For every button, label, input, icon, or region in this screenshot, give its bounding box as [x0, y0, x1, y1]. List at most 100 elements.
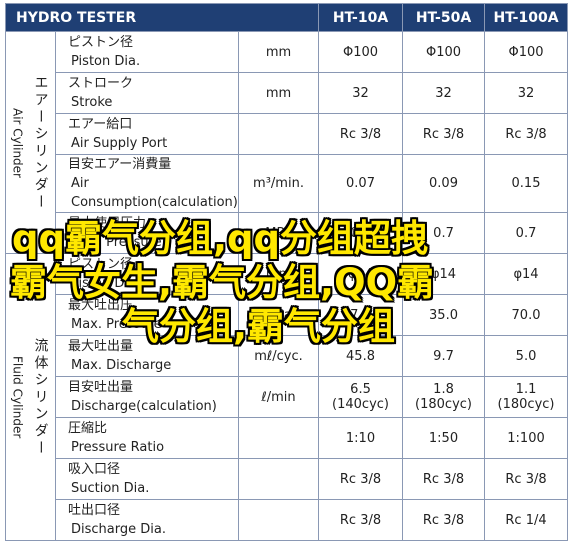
value-cell: 1.8 (180cyc)	[402, 376, 486, 418]
item-ja: 最大使用圧力	[68, 216, 147, 231]
table-row: 吐出口径 Discharge Dia. Rc 3/8 Rc 3/8 Rc 1/4	[6, 499, 569, 541]
value: Φ100	[342, 44, 379, 60]
item-label: 圧縮比 Pressure Ratio	[55, 417, 239, 459]
item-label: ストローク Stroke	[55, 72, 239, 114]
value: Φ100	[425, 44, 462, 60]
value-cell: Rc 1/4	[484, 499, 569, 541]
value: Φ100	[508, 44, 544, 60]
unit: MPa	[265, 225, 292, 241]
value: Rc 3/8	[422, 126, 465, 142]
value-cell: 0.15	[484, 154, 569, 213]
table-row: 吸入口径 Suction Dia. Rc 3/8 Rc 3/8 Rc 3/8	[6, 458, 569, 500]
item-en: Max. Pressure	[71, 317, 162, 332]
value: 9.7	[433, 348, 454, 364]
group-ja: 流体シリンダー	[32, 337, 49, 457]
value-cell: Φ100	[402, 31, 486, 73]
value: 1:50	[428, 430, 459, 446]
value: Rc 1/4	[505, 512, 547, 528]
value-cell: 0.7	[318, 212, 404, 254]
value: 32	[517, 85, 535, 101]
header-cell: HYDRO TESTER	[4, 3, 320, 32]
value-cell: 0.07	[318, 154, 404, 213]
unit-cell	[237, 113, 320, 155]
item-label: 吐出口径 Discharge Dia.	[55, 499, 239, 541]
value: Rc 3/8	[505, 126, 547, 142]
value: 1:10	[345, 430, 376, 446]
table-row: Fluid Cylinder 流体シリンダー ピストン径 Piston Dia. mm φ…	[5, 253, 569, 541]
unit: MPa	[265, 307, 292, 323]
item-ja: 最大吐出圧	[68, 298, 134, 313]
value-cell: 5.0	[484, 335, 569, 377]
item-en: Discharge Dia.	[71, 522, 166, 537]
item-label: エアー給口 Air Supply Port	[55, 113, 239, 155]
item-en: Stroke	[71, 95, 113, 110]
unit: mℓ/cyc.	[254, 348, 303, 364]
item-en: Pressure Ratio	[71, 440, 165, 455]
table-body: Air Cylinder エアーシリンダー ピストン径 Piston Dia. mm Φ1…	[5, 31, 569, 541]
value: 0.7	[515, 225, 537, 241]
header-cell: HT-100A	[484, 3, 569, 32]
value: 0.15	[511, 176, 541, 191]
value: 32	[352, 85, 369, 101]
value-line: (180cyc)	[415, 397, 472, 412]
value: Rc 3/8	[422, 512, 465, 528]
group-en: Air Cylinder	[10, 107, 25, 178]
item-ja: 吸入口径	[68, 462, 121, 477]
table-row: エアー給口 Air Supply Port Rc 3/8 Rc 3/8 Rc 3/8	[6, 113, 569, 155]
value: 0.07	[346, 176, 375, 191]
value: Rc 3/8	[339, 126, 382, 142]
value-cell: Rc 3/8	[402, 458, 486, 500]
unit-cell: mm	[237, 72, 320, 114]
table-row: Air Cylinder エアーシリンダー ピストン径 Piston Dia. mm Φ1…	[5, 31, 569, 254]
item-label: 吸入口径 Suction Dia.	[55, 458, 239, 500]
value-cell: 9.7	[402, 335, 486, 377]
value-line: 1.1	[515, 382, 537, 397]
value: 70.0	[511, 307, 541, 323]
value-line: (180cyc)	[497, 397, 555, 412]
table-row: 目安エアー消費量 Air Consumption(calculation) m³/m…	[6, 154, 569, 213]
group-cell: Air Cylinder エアーシリンダー	[5, 31, 56, 254]
item-ja: 目安エアー消費量	[68, 157, 172, 172]
group-label: Fluid Cylinder 流体シリンダー	[6, 254, 55, 540]
overlay-text: 霸气女生,霸气分组,QQ霸	[10, 261, 435, 304]
value-cell: Rc 3/8	[484, 113, 569, 155]
unit: mm	[265, 266, 292, 282]
unit-cell: mm	[237, 31, 320, 73]
header-cell: HT-50A	[402, 3, 486, 32]
value: 35.0	[429, 307, 458, 323]
item-ja: ストローク	[68, 76, 134, 91]
value-cell: 70.0	[484, 294, 569, 336]
unit-cell	[237, 499, 320, 541]
value: φ14	[513, 266, 539, 282]
item-en: Max. Pressure	[71, 235, 162, 250]
unit: mm	[265, 44, 292, 60]
value: 5.0	[515, 348, 537, 364]
unit-cell: mm	[237, 253, 320, 295]
item-label: 目安吐出量 Discharge(calculation)	[55, 376, 239, 418]
header-row: HYDRO TESTER HT-10A HT-50A HT-100A	[4, 3, 569, 32]
value-cell: 1:50	[402, 417, 486, 459]
unit: ℓ/min	[261, 389, 296, 405]
unit-cell: ℓ/min	[237, 376, 320, 418]
item-label: 目安エアー消費量 Air Consumption(calculation)	[55, 154, 239, 213]
value-cell: 35.0	[402, 294, 486, 336]
value-cell: 6.5 (140cyc)	[318, 376, 404, 418]
value-cell: 32	[484, 72, 569, 114]
value-line: (140cyc)	[332, 397, 389, 412]
value: φ14	[347, 266, 374, 282]
value: Rc 3/8	[505, 471, 547, 487]
item-ja: 圧縮比	[68, 421, 108, 436]
value: 0.09	[429, 176, 458, 191]
value-cell: Rc 3/8	[318, 113, 404, 155]
item-label: ピストン径 Piston Dia.	[55, 31, 239, 73]
value-cell: Rc 3/8	[318, 499, 404, 541]
value-cell: 0.09	[402, 154, 486, 213]
unit-cell: MPa	[237, 212, 320, 254]
value-cell: 32	[318, 72, 404, 114]
item-ja: 最大吐出量	[68, 339, 134, 354]
item-ja: 吐出口径	[68, 503, 121, 518]
value-cell: φ14	[318, 253, 404, 295]
unit: mm	[265, 85, 292, 101]
group-label: Air Cylinder エアーシリンダー	[6, 32, 55, 253]
value-cell: Rc 3/8	[402, 499, 486, 541]
